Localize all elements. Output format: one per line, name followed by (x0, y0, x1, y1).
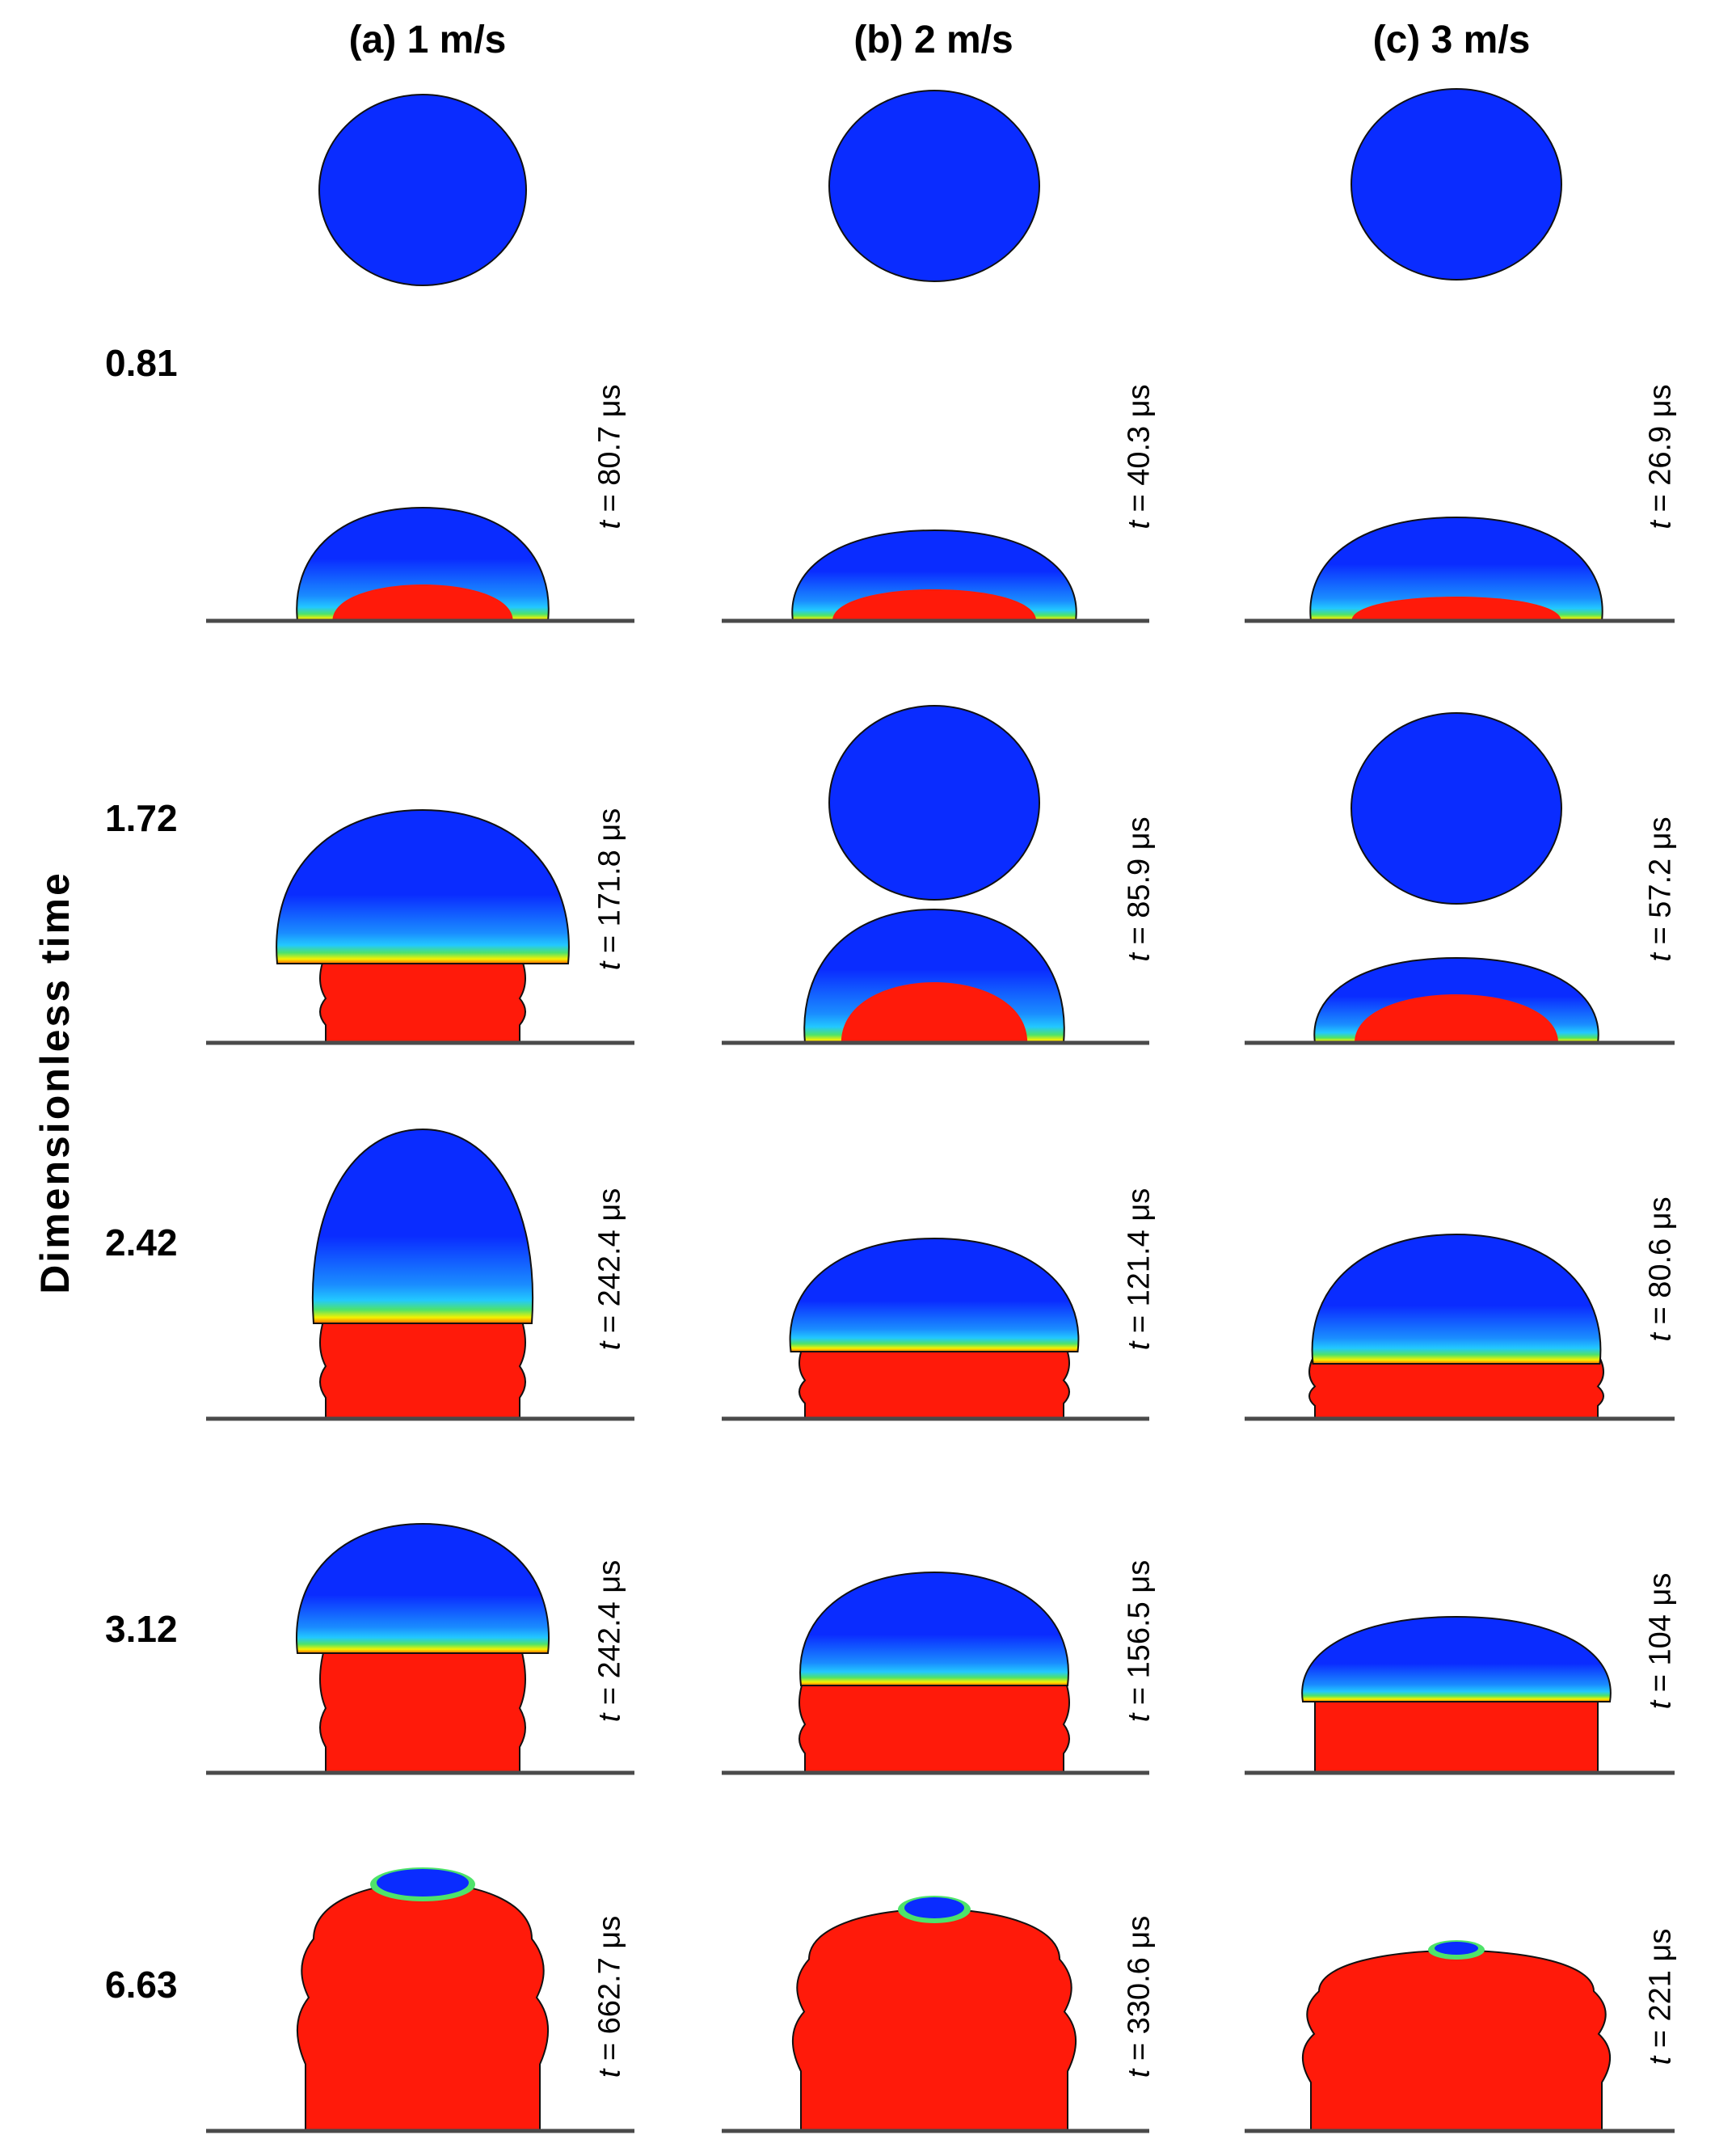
time-label-r4-b: t = 330.6 μs (1122, 1915, 1157, 2078)
time-label-r2-c: t = 80.6 μs (1643, 1196, 1678, 1342)
time-label-r3-c: t = 104 μs (1643, 1572, 1678, 1710)
frame-r3-b-frozen-stem (799, 1675, 1070, 1774)
frame-r3-c-liquid-cap (1301, 1615, 1612, 1702)
frame-r2-b-frozen-stem (799, 1341, 1070, 1420)
initial-droplet-a (318, 94, 527, 286)
frame-r4-a-tip-liquid (377, 1869, 469, 1897)
frame-r1-c-frozen (1355, 994, 1558, 1043)
row-label-0: 0.81 (105, 342, 178, 384)
time-label-r4-c: t = 221 μs (1643, 1928, 1678, 2065)
time-label-r2-a: t = 242.4 μs (592, 1188, 627, 1351)
frame-r2-a-liquid-cap (311, 1128, 534, 1324)
frame-r3-a-liquid-cap (296, 1522, 550, 1654)
falling-droplet-r1-b (828, 705, 1040, 901)
frame-r4-b-tip-liquid (904, 1897, 964, 1918)
frame-r0-c-liquid (1309, 516, 1603, 622)
frame-r0-c-frozen (1351, 597, 1561, 621)
time-label-r3-b: t = 156.5 μs (1122, 1559, 1157, 1723)
time-label-r2-b: t = 121.4 μs (1122, 1188, 1157, 1351)
frame-r4-c-frozen-body (1301, 1949, 1612, 2132)
falling-droplet-r1-c (1351, 712, 1562, 905)
frame-r0-a-liquid (296, 506, 550, 622)
frame-r2-c-liquid-cap (1311, 1233, 1602, 1365)
time-label-r0-b: t = 40.3 μs (1122, 384, 1157, 530)
time-label-r3-a: t = 242.4 μs (592, 1559, 627, 1723)
frame-r0-b-frozen (832, 589, 1036, 621)
frame-r4-b-frozen-body (792, 1908, 1077, 2132)
frame-r3-b-liquid-cap (799, 1571, 1069, 1686)
row-label-3: 3.12 (105, 1608, 178, 1650)
initial-droplet-c (1351, 88, 1562, 281)
column-header-b: (b) 2 m/s (853, 19, 1013, 61)
column-header-c: (c) 3 m/s (1372, 19, 1531, 61)
frame-r2-a-frozen-stem (319, 1313, 526, 1420)
frame-r1-a-liquid-cap (276, 808, 570, 964)
time-label-r1-b: t = 85.9 μs (1122, 816, 1157, 962)
time-label-r0-c: t = 26.9 μs (1643, 384, 1678, 530)
initial-droplet-b (828, 90, 1040, 282)
frame-r3-c-frozen-stem (1314, 1691, 1599, 1774)
frame-r1-a-frozen-stem (319, 953, 526, 1044)
frame-r4-a-frozen-body (297, 1882, 549, 2132)
frame-r2-b-liquid-cap (789, 1237, 1080, 1352)
row-label-1: 1.72 (105, 797, 178, 839)
frame-r4-c-tip-liquid (1435, 1942, 1478, 1955)
row-label-2: 2.42 (105, 1221, 178, 1264)
time-label-r1-c: t = 57.2 μs (1643, 816, 1678, 962)
time-label-r4-a: t = 662.7 μs (592, 1915, 627, 2078)
time-label-r1-a: t = 171.8 μs (592, 808, 627, 971)
row-label-4: 6.63 (105, 1964, 178, 2006)
frame-r1-b-frozen (841, 982, 1028, 1043)
frame-r3-a-frozen-stem (319, 1643, 526, 1774)
frame-r0-a-frozen (332, 584, 513, 621)
column-header-a: (a) 1 m/s (348, 19, 507, 61)
y-axis-title: Dimensionless time (32, 871, 78, 1294)
time-label-r0-a: t = 80.7 μs (592, 384, 627, 530)
